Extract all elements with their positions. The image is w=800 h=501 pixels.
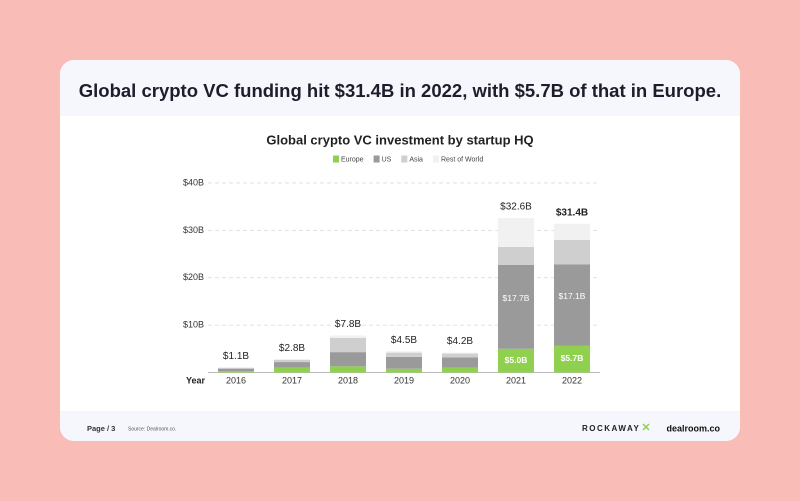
- bar-segment: [554, 239, 590, 265]
- bar-segment: [442, 357, 478, 368]
- x-tick-label: 2020: [450, 375, 470, 385]
- x-tick-label: 2022: [562, 375, 582, 385]
- logo-icon: [642, 423, 650, 431]
- bar-segment: [386, 356, 422, 369]
- bar-segment: [554, 223, 590, 240]
- legend-label: Europe: [341, 156, 364, 163]
- x-tick-label: 2021: [506, 375, 526, 385]
- card-bg: [60, 60, 740, 441]
- total-label: $7.8B: [335, 319, 361, 330]
- page-number: Page / 3: [87, 424, 115, 433]
- bar-segment: [218, 368, 254, 372]
- bar-segment: [330, 352, 366, 367]
- legend-swatch: [401, 155, 408, 163]
- bar-segment: [498, 246, 534, 265]
- bar-segment: [554, 264, 590, 346]
- bar-segment: [498, 264, 534, 349]
- header-band: [60, 60, 740, 116]
- bar-segment: [442, 353, 478, 358]
- x-tick-label: 2019: [394, 375, 414, 385]
- logo-rockaway: ROCKAWAY: [582, 424, 640, 433]
- bar-segment: [442, 352, 478, 354]
- legend-swatch: [432, 155, 439, 163]
- legend-swatch: [333, 155, 339, 163]
- x-axis-label: Year: [186, 375, 206, 385]
- bar-segment: [386, 351, 422, 353]
- bar-segment: [218, 371, 254, 373]
- bar-segment: [330, 335, 366, 338]
- legend-label: US: [382, 156, 392, 163]
- y-tick-label: $30B: [183, 225, 204, 235]
- total-label: $1.1B: [223, 351, 249, 362]
- legend-label: Rest of World: [441, 156, 483, 163]
- y-tick-label: $20B: [183, 272, 204, 282]
- bar-segment: [498, 218, 534, 247]
- y-tick-label: $10B: [183, 320, 204, 330]
- legend-swatch: [373, 155, 380, 163]
- bar-segment: [218, 367, 254, 369]
- segment-label: $17.7B: [503, 293, 530, 303]
- bar-segment: [330, 366, 366, 373]
- bar-segment: [274, 362, 310, 368]
- total-label: $4.2B: [447, 336, 473, 347]
- total-label: $32.6B: [500, 202, 532, 213]
- bar-segment: [498, 348, 534, 373]
- card: [60, 60, 740, 441]
- footer-band: [60, 411, 740, 441]
- total-label: $31.4B: [556, 207, 588, 218]
- total-label: $2.8B: [279, 343, 305, 354]
- bar-segment: [442, 367, 478, 373]
- total-label: $4.5B: [391, 335, 417, 346]
- bar-segment: [274, 359, 310, 363]
- header-title: Global crypto VC funding hit $31.4B in 2…: [79, 80, 721, 101]
- x-tick-label: 2018: [338, 375, 358, 385]
- bar-segment: [386, 352, 422, 357]
- bar-segment: [554, 345, 590, 373]
- y-tick-label: $40B: [183, 177, 204, 187]
- logo-dealroom: dealroom.co: [666, 423, 720, 433]
- source: Source: Dealroom.co.: [128, 426, 176, 432]
- segment-label: $17.1B: [559, 291, 586, 301]
- x-tick-label: 2017: [282, 375, 302, 385]
- legend-label: Asia: [409, 156, 423, 163]
- segment-label: $5.0B: [505, 355, 528, 365]
- segment-label: $5.7B: [561, 353, 584, 363]
- x-tick-label: 2016: [226, 375, 246, 385]
- bar-segment: [330, 337, 366, 353]
- chart-title: Global crypto VC investment by startup H…: [266, 132, 533, 147]
- bar-segment: [386, 368, 422, 373]
- bar-segment: [274, 367, 310, 373]
